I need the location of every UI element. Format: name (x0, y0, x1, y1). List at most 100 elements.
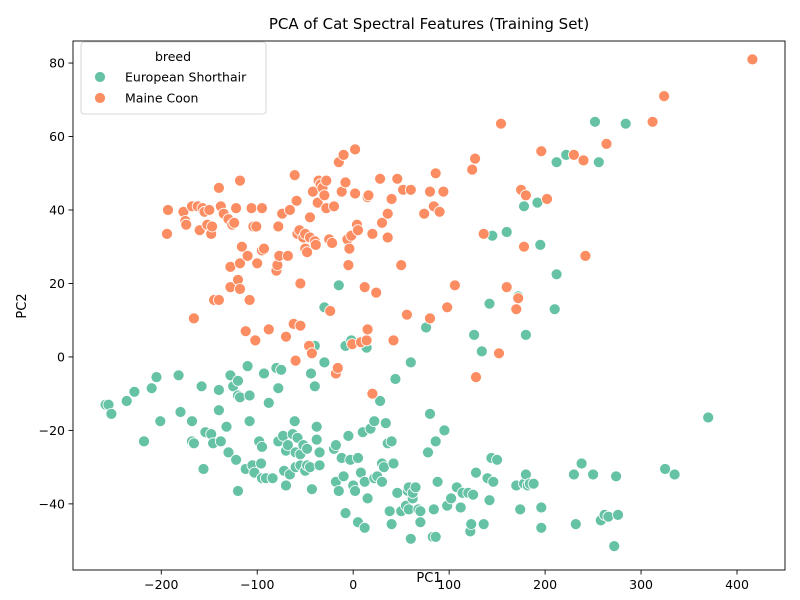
scatter-point (232, 485, 244, 497)
scatter-point (619, 117, 632, 130)
scatter-point (243, 415, 256, 428)
scatter-point (368, 415, 381, 428)
scatter-point (404, 532, 417, 545)
scatter-point (326, 237, 339, 249)
scatter-point (385, 518, 398, 530)
scatter-point (381, 231, 394, 244)
scatter-point (281, 249, 294, 262)
scatter-point (283, 204, 296, 216)
scatter-point (305, 347, 318, 360)
scatter-point (579, 249, 592, 262)
scatter-point (212, 384, 225, 396)
scatter-point (493, 347, 505, 360)
x-tick-label: 200 (533, 577, 557, 592)
scatter-point (241, 249, 254, 262)
scatter-point (187, 312, 200, 325)
scatter-point (337, 148, 350, 161)
scatter-point (138, 435, 150, 448)
scatter-point (475, 345, 488, 358)
scatter-point (389, 373, 402, 385)
scatter-point (400, 308, 413, 321)
scatter-point (262, 323, 275, 336)
scatter-point (487, 475, 500, 488)
y-tick-label: −20 (39, 423, 65, 438)
scatter-point (222, 446, 235, 459)
legend-title: breed (155, 49, 191, 64)
scatter-point (352, 224, 364, 237)
scatter-point (469, 152, 482, 165)
scatter-point (385, 193, 398, 205)
scatter-point (414, 516, 427, 529)
x-tick-label: −100 (240, 577, 274, 592)
scatter-point (404, 183, 417, 196)
scatter-point (445, 492, 458, 505)
scatter-point (548, 303, 561, 316)
scatter-point (438, 424, 451, 437)
scatter-point (304, 211, 316, 224)
scatter-point (361, 323, 374, 336)
scatter-point (441, 301, 454, 314)
scatter-point (520, 189, 532, 202)
scatter-point (212, 294, 225, 306)
scatter-point (304, 461, 316, 474)
scatter-point (383, 505, 396, 518)
scatter-point (587, 468, 599, 481)
x-tick-label: 100 (437, 577, 461, 592)
y-tick-label: 20 (49, 276, 65, 291)
scatter-point (331, 362, 344, 374)
scatter-point (577, 154, 590, 167)
legend-label-european-shorthair: European Shorthair (125, 70, 247, 85)
scatter-point (256, 440, 268, 453)
x-tick-label: 400 (725, 577, 749, 592)
scatter-point (235, 240, 248, 253)
scatter-point (466, 163, 479, 176)
scatter-point (329, 439, 342, 452)
scatter-point (477, 518, 490, 530)
scatter-point (145, 382, 158, 395)
scatter-point (342, 259, 355, 272)
scatter-point (245, 202, 258, 215)
scatter-point (387, 457, 400, 470)
scatter-point (381, 207, 394, 220)
scatter-point (374, 395, 387, 407)
scatter-point (746, 53, 759, 66)
scatter-point (422, 446, 434, 459)
scatter-point (404, 356, 417, 369)
scatter-point (310, 420, 323, 433)
scatter-point (424, 312, 436, 325)
scatter-point (214, 435, 227, 448)
chart-title: PCA of Cat Spectral Features (Training S… (269, 15, 589, 33)
scatter-point (358, 521, 371, 534)
scatter-point (512, 292, 525, 305)
scatter-point (154, 415, 167, 428)
scatter-point (360, 334, 373, 347)
scatter-point (309, 238, 322, 251)
scatter-point (518, 240, 530, 253)
y-tick-label: 40 (49, 202, 65, 217)
scatter-point (391, 172, 404, 185)
plot-area (99, 53, 759, 552)
scatter-point (658, 90, 670, 102)
scatter-point (376, 216, 388, 229)
scatter-point (608, 540, 621, 552)
scatter-point (448, 279, 461, 292)
legend-label-maine-coon: Maine Coon (125, 91, 198, 106)
scatter-point (437, 185, 450, 198)
scatter-point (262, 396, 275, 409)
legend-marker-european-shorthair (94, 71, 106, 83)
scatter-point (409, 481, 422, 494)
scatter-point (161, 227, 173, 240)
scatter-point (339, 176, 352, 189)
scatter-point (431, 475, 444, 488)
scatter-point (250, 220, 263, 233)
scatter-point (575, 457, 588, 470)
scatter-point (258, 242, 270, 255)
scatter-point (385, 435, 398, 448)
scatter-point (251, 257, 264, 270)
scatter-point (568, 148, 580, 161)
scatter-point (535, 521, 548, 534)
plot-frame (72, 40, 786, 571)
scatter-point (483, 494, 496, 507)
scatter-point (280, 479, 292, 492)
